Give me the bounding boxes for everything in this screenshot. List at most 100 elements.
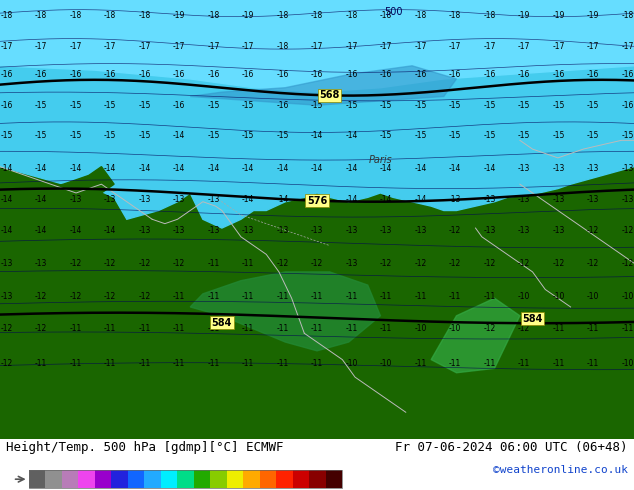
Text: -10: -10 <box>346 360 358 368</box>
Text: -14: -14 <box>35 226 47 235</box>
Text: -13: -13 <box>207 195 219 204</box>
Text: -15: -15 <box>415 131 427 141</box>
Text: -16: -16 <box>35 70 47 79</box>
Text: -11: -11 <box>311 324 323 333</box>
Text: -17: -17 <box>483 42 496 50</box>
Text: -18: -18 <box>0 11 13 20</box>
Text: 576: 576 <box>307 196 327 206</box>
Text: -14: -14 <box>346 131 358 141</box>
Text: -15: -15 <box>35 131 47 141</box>
Text: -16: -16 <box>0 101 13 110</box>
Text: -14: -14 <box>276 164 288 173</box>
Text: -11: -11 <box>242 324 254 333</box>
Text: -13: -13 <box>518 164 530 173</box>
Text: -11: -11 <box>173 360 185 368</box>
Text: -18: -18 <box>415 11 427 20</box>
Text: -15: -15 <box>138 101 151 110</box>
Text: -13: -13 <box>380 226 392 235</box>
Text: -15: -15 <box>552 131 565 141</box>
Text: -15: -15 <box>552 101 565 110</box>
Text: -16: -16 <box>207 70 219 79</box>
Text: -11: -11 <box>518 360 530 368</box>
Text: -13: -13 <box>483 226 496 235</box>
Polygon shape <box>0 167 114 211</box>
Text: -13: -13 <box>621 164 634 173</box>
Text: -14: -14 <box>415 195 427 204</box>
Text: -15: -15 <box>69 101 82 110</box>
Text: -15: -15 <box>449 131 462 141</box>
Polygon shape <box>431 298 520 373</box>
Text: -13: -13 <box>518 226 530 235</box>
Text: -13: -13 <box>483 195 496 204</box>
Bar <box>326 470 342 488</box>
Bar <box>177 470 194 488</box>
Text: -18: -18 <box>104 11 116 20</box>
Bar <box>160 470 177 488</box>
Text: -14: -14 <box>311 195 323 204</box>
Text: -12: -12 <box>587 226 599 235</box>
Text: -19: -19 <box>172 11 185 20</box>
Text: -12: -12 <box>69 292 82 300</box>
Text: -17: -17 <box>449 42 462 50</box>
Text: -17: -17 <box>104 42 116 50</box>
Text: -16: -16 <box>104 70 116 79</box>
Text: -11: -11 <box>104 360 116 368</box>
Text: -16: -16 <box>518 70 530 79</box>
Text: -13: -13 <box>172 226 185 235</box>
Text: -19: -19 <box>242 11 254 20</box>
Text: -12: -12 <box>138 292 150 300</box>
Text: -16: -16 <box>483 70 496 79</box>
Text: -15: -15 <box>69 131 82 141</box>
Text: -11: -11 <box>621 324 634 333</box>
Text: -19: -19 <box>552 11 565 20</box>
Text: -13: -13 <box>552 226 565 235</box>
Text: -14: -14 <box>311 164 323 173</box>
Text: -14: -14 <box>69 226 82 235</box>
Text: -18: -18 <box>69 11 82 20</box>
Text: -14: -14 <box>449 164 462 173</box>
Text: -14: -14 <box>483 164 496 173</box>
Text: -17: -17 <box>552 42 565 50</box>
Bar <box>243 470 260 488</box>
Text: -14: -14 <box>69 164 82 173</box>
Text: -11: -11 <box>104 324 116 333</box>
Text: -15: -15 <box>207 131 219 141</box>
Text: -13: -13 <box>587 164 599 173</box>
Text: -13: -13 <box>0 259 13 268</box>
Text: -15: -15 <box>587 131 599 141</box>
Text: -12: -12 <box>35 324 47 333</box>
Text: -13: -13 <box>276 226 288 235</box>
Text: -13: -13 <box>346 226 358 235</box>
Text: -11: -11 <box>380 292 392 300</box>
Text: -11: -11 <box>242 259 254 268</box>
Text: -14: -14 <box>380 164 392 173</box>
Text: -17: -17 <box>518 42 530 50</box>
Text: -17: -17 <box>346 42 358 50</box>
Text: -13: -13 <box>35 259 47 268</box>
Text: -17: -17 <box>0 42 13 50</box>
Text: -12: -12 <box>621 259 634 268</box>
Text: -12: -12 <box>415 259 427 268</box>
Text: -16: -16 <box>69 70 82 79</box>
Bar <box>127 470 144 488</box>
Text: -16: -16 <box>415 70 427 79</box>
Text: -16: -16 <box>311 70 323 79</box>
Text: 584: 584 <box>522 314 543 324</box>
Text: -14: -14 <box>35 164 47 173</box>
Text: -15: -15 <box>346 101 358 110</box>
Text: -13: -13 <box>104 195 116 204</box>
Bar <box>276 470 293 488</box>
Text: -11: -11 <box>69 324 82 333</box>
Text: -15: -15 <box>207 101 219 110</box>
Text: -11: -11 <box>449 292 461 300</box>
Text: -13: -13 <box>587 195 599 204</box>
Text: -11: -11 <box>207 360 219 368</box>
Text: -18: -18 <box>276 11 288 20</box>
Text: -13: -13 <box>138 226 151 235</box>
Text: -18: -18 <box>380 11 392 20</box>
Text: 568: 568 <box>320 90 340 100</box>
Text: -15: -15 <box>311 101 323 110</box>
Text: -16: -16 <box>138 70 151 79</box>
Text: -11: -11 <box>587 360 599 368</box>
Text: -17: -17 <box>138 42 151 50</box>
